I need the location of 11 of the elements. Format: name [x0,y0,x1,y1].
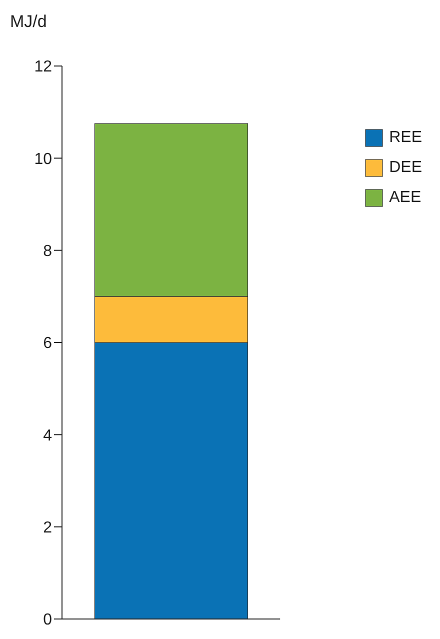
legend-label: DEE [389,158,422,178]
y-tick-label: 0 [43,612,52,629]
y-tick-label: 8 [43,243,52,260]
y-tick-label: 2 [43,520,52,537]
y-tick-label: 12 [34,58,52,76]
y-tick-label: 6 [43,335,52,352]
legend-label: AEE [389,188,422,208]
y-tick-label: 4 [43,427,52,444]
legend-label: REE [389,128,422,148]
y-tick-label: 10 [34,150,52,168]
y-axis-title: MJ/d [10,12,47,32]
